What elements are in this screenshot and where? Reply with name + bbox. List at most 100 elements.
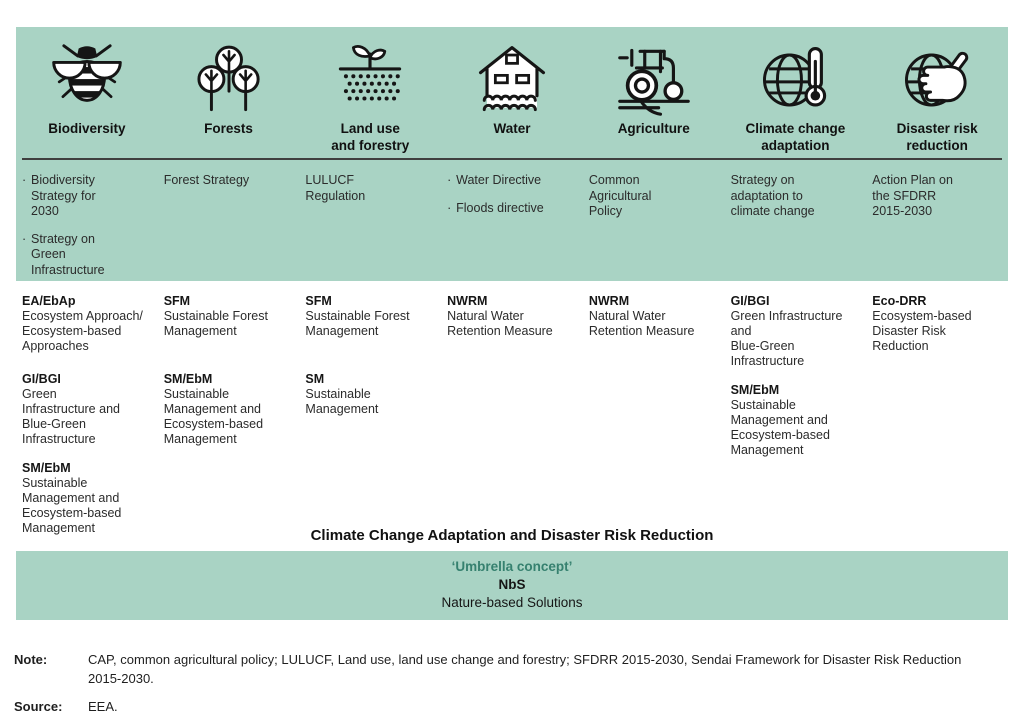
domain-label: Disaster risk reduction <box>896 121 978 153</box>
approaches-forests: SFM Sustainable Forest Management SM/EbM… <box>158 294 300 536</box>
approaches-water: NWRM Natural Water Retention Measure <box>441 294 583 536</box>
policies-biodiversity: · Biodiversity Strategy for 2030 · Strat… <box>16 173 158 278</box>
domain-label: Climate change adaptation <box>745 121 846 153</box>
domain-column-biodiversity: Biodiversity <box>16 37 158 157</box>
approaches-agriculture: NWRM Natural Water Retention Measure <box>583 294 725 536</box>
approach-entry: SFM Sustainable Forest Management <box>305 294 433 358</box>
cca-drr-heading: Climate Change Adaptation and Disaster R… <box>310 527 714 544</box>
approach-desc: Ecosystem-based Disaster Risk Reduction <box>872 309 972 353</box>
approaches-section: EA/EbAp Ecosystem Approach/ Ecosystem-ba… <box>16 294 1008 536</box>
domain-column-forests: Forests <box>158 37 300 157</box>
approach-abbr: NWRM <box>447 294 488 308</box>
domain-label: Agriculture <box>617 121 690 136</box>
trees-icon <box>187 37 271 117</box>
approach-desc: Green Infrastructure and Blue-Green Infr… <box>730 309 843 368</box>
source: Source: EEA. <box>14 697 990 716</box>
approach-abbr: SM <box>305 372 325 386</box>
umbrella-abbr: NbS <box>498 577 526 592</box>
bullet: · <box>22 173 27 187</box>
umbrella-bar: ‘Umbrella concept’ NbS Nature-based Solu… <box>16 551 1008 620</box>
policy-item: · Water Directive <box>447 173 573 189</box>
approach-entry: GI/BGI Green Infrastructure and Blue-Gre… <box>22 372 150 447</box>
approaches-climate-adaptation: GI/BGI Green Infrastructure and Blue-Gre… <box>725 294 867 536</box>
policy-text: Water Directive <box>456 173 542 187</box>
approach-abbr: NWRM <box>588 294 630 308</box>
globe-thermometer-icon <box>753 37 837 117</box>
approach-abbr: SFM <box>305 294 332 308</box>
globe-hand-icon <box>895 37 979 117</box>
policy-item: Strategy on adaptation to climate change <box>731 173 857 220</box>
note: Note: CAP, common agricultural policy; L… <box>14 650 990 688</box>
policies-agriculture: Common Agricultural Policy <box>583 173 725 278</box>
policy-item: LULUCF Regulation <box>305 173 431 204</box>
policy-item: Forest Strategy <box>164 173 290 189</box>
domain-column-disaster-risk: Disaster risk reduction <box>866 37 1008 157</box>
bee-icon <box>45 37 129 117</box>
note-label: Note: <box>14 652 48 667</box>
approach-abbr: GI/BGI <box>730 294 770 308</box>
approach-desc: Natural Water Retention Measure <box>588 309 695 338</box>
policy-text: LULUCF Regulation <box>305 173 366 203</box>
domain-column-agriculture: Agriculture <box>583 37 725 157</box>
approach-abbr: SM/EbM <box>730 383 780 397</box>
policy-text: Floods directive <box>456 200 544 215</box>
header-separator-line <box>22 158 1002 160</box>
approach-entry: Eco-DRR Ecosystem-based Disaster Risk Re… <box>872 294 1000 358</box>
approach-abbr: SM/EbM <box>163 372 213 386</box>
policy-text: Action Plan on the SFDRR 2015-2030 <box>872 173 953 218</box>
approach-entry: SM/EbM Sustainable Management and Ecosys… <box>731 383 859 458</box>
policies-water: · Water Directive · Floods directive <box>441 173 583 278</box>
approach-abbr: EA/EbAp <box>22 294 76 308</box>
approach-desc: Sustainable Management and Ecosystem-bas… <box>22 476 122 535</box>
approach-entry: NWRM Natural Water Retention Measure <box>589 294 717 358</box>
approaches-land-use: SFM Sustainable Forest Management SM Sus… <box>299 294 441 536</box>
domain-column-climate-adaptation: Climate change adaptation <box>725 37 867 157</box>
policy-text: Strategy on adaptation to climate change <box>730 173 815 218</box>
domains-panel: Biodiversity <box>16 27 1008 281</box>
approach-desc: Sustainable Management and Ecosystem-bas… <box>730 398 830 457</box>
policies-disaster-risk: Action Plan on the SFDRR 2015-2030 <box>866 173 1008 278</box>
bullet: · <box>447 173 452 187</box>
bullet: · <box>22 231 27 246</box>
domain-label: Water <box>493 121 531 136</box>
approach-abbr: SFM <box>163 294 191 308</box>
domain-label: Biodiversity <box>48 121 126 136</box>
policies-row: · Biodiversity Strategy for 2030 · Strat… <box>16 160 1008 278</box>
umbrella-title: ‘Umbrella concept’ <box>451 559 573 574</box>
approach-desc: Green Infrastructure and Blue-Green Infr… <box>22 387 120 446</box>
approach-abbr: SM/EbM <box>22 461 71 475</box>
policies-land-use: LULUCF Regulation <box>299 173 441 278</box>
approach-desc: Natural Water Retention Measure <box>447 309 553 338</box>
source-label: Source: <box>14 699 63 714</box>
approach-abbr: Eco-DRR <box>872 294 927 308</box>
policy-text: Common Agricultural Policy <box>588 173 652 218</box>
approach-entry: SM Sustainable Management <box>305 372 433 417</box>
policy-item: · Biodiversity Strategy for 2030 <box>22 173 148 220</box>
policies-forests: Forest Strategy <box>158 173 300 278</box>
sprout-soil-icon <box>328 37 412 117</box>
policy-item: · Strategy on Green Infrastructure <box>22 232 148 279</box>
source-text: EEA. <box>88 699 118 714</box>
approach-desc: Sustainable Forest Management <box>163 309 268 338</box>
policies-climate-adaptation: Strategy on adaptation to climate change <box>725 173 867 278</box>
domain-label: Forests <box>204 121 253 136</box>
approach-desc: Sustainable Management and Ecosystem-bas… <box>163 387 264 446</box>
note-text: CAP, common agricultural policy; LULUCF,… <box>88 652 962 686</box>
policy-item: Common Agricultural Policy <box>589 173 715 220</box>
approach-entry: EA/EbAp Ecosystem Approach/ Ecosystem-ba… <box>22 294 150 358</box>
policy-text: Forest Strategy <box>163 173 250 187</box>
bullet: · <box>447 200 452 215</box>
policy-item: · Floods directive <box>447 201 573 217</box>
approach-entry: SM/EbM Sustainable Management and Ecosys… <box>22 461 150 536</box>
policy-text: Biodiversity Strategy for 2030 <box>31 173 96 218</box>
approaches-biodiversity: EA/EbAp Ecosystem Approach/ Ecosystem-ba… <box>16 294 158 536</box>
domain-column-water: Water <box>441 37 583 157</box>
approaches-disaster-risk: Eco-DRR Ecosystem-based Disaster Risk Re… <box>866 294 1008 536</box>
flooded-house-icon <box>470 37 554 117</box>
policy-text: Strategy on Green Infrastructure <box>31 231 105 277</box>
approach-desc: Sustainable Management <box>305 387 379 416</box>
approach-desc: Ecosystem Approach/ Ecosystem-based Appr… <box>22 309 143 353</box>
approach-entry: SFM Sustainable Forest Management <box>164 294 292 358</box>
umbrella-name: Nature-based Solutions <box>441 595 583 610</box>
